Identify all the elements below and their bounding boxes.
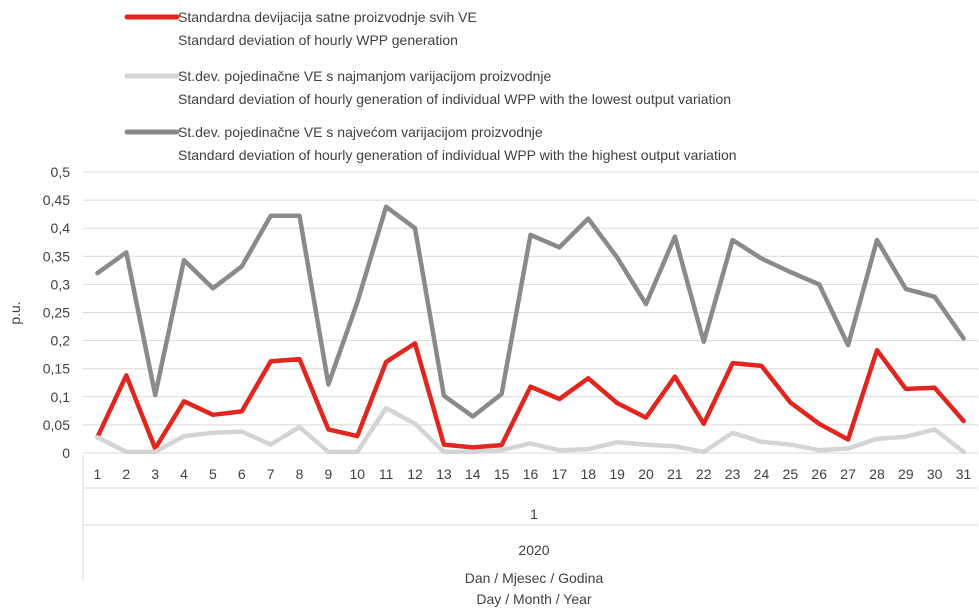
y-axis-ticks: 0 0,05 0,1 0,15 0,2 0,25 0,3 0,35 0,4 0,45 0,5 [43, 164, 70, 461]
x-axis-ticks: 1 2 3 4 5 6 7 8 9 10 11 12 13 14 15 16 17 18 19 20 21 22 23 24 2… [94, 466, 972, 482]
legend-label-all-wpp: Standardna devijacija satne proizvodnje … [178, 9, 477, 25]
x-tick-label: 6 [238, 466, 246, 482]
x-tick-label: 7 [267, 466, 275, 482]
x-axis-title: Dan / Mjesec / Godina [465, 570, 604, 586]
x-tick-label: 23 [725, 466, 741, 482]
legend-label-lowest-variation-en: Standard deviation of hourly generation … [178, 91, 731, 107]
x-tick-label: 10 [349, 466, 365, 482]
legend-item-lowest-variation: St.dev. pojedinačne VE s najmanjom varij… [124, 68, 731, 107]
x-tick-label: 5 [209, 466, 217, 482]
x-tick-label: 24 [754, 466, 770, 482]
series-line-1 [95, 405, 966, 455]
x-tick-label: 15 [494, 466, 510, 482]
series-line-0 [95, 341, 966, 451]
legend-label-all-wpp-en: Standard deviation of hourly WPP generat… [178, 32, 458, 48]
y-tick-label: 0,4 [51, 220, 71, 236]
y-tick-label: 0,05 [43, 417, 70, 433]
series-line-2 [95, 204, 966, 419]
y-tick-label: 0,3 [51, 276, 71, 292]
x-tick-label: 28 [869, 466, 885, 482]
x-tick-label: 18 [580, 466, 596, 482]
y-tick-label: 0,45 [43, 192, 70, 208]
series-lines [95, 204, 966, 455]
x-axis-hierarchy: 1 2020 Dan / Mjesec / Godina Day / Month… [82, 455, 978, 607]
x-axis-month-label: 1 [530, 506, 538, 522]
x-tick-label: 16 [523, 466, 539, 482]
x-tick-label: 9 [325, 466, 333, 482]
legend-label-highest-variation: St.dev. pojedinačne VE s najvećom varija… [178, 124, 543, 140]
x-tick-label: 22 [696, 466, 712, 482]
x-tick-label: 3 [151, 466, 159, 482]
y-tick-label: 0,5 [51, 164, 71, 180]
gridlines [83, 171, 978, 454]
x-tick-label: 13 [436, 466, 452, 482]
y-tick-label: 0,35 [43, 248, 70, 264]
x-tick-label: 4 [180, 466, 188, 482]
x-tick-label: 17 [552, 466, 568, 482]
x-tick-label: 12 [407, 466, 423, 482]
x-tick-label: 30 [927, 466, 943, 482]
y-tick-label: 0,2 [51, 333, 71, 349]
y-tick-label: 0,25 [43, 305, 70, 321]
x-tick-label: 2 [122, 466, 130, 482]
x-tick-label: 14 [465, 466, 481, 482]
x-axis-title-en: Day / Month / Year [476, 591, 592, 607]
x-axis-year-label: 2020 [518, 542, 549, 558]
y-tick-label: 0,15 [43, 361, 70, 377]
legend-label-highest-variation-en: Standard deviation of hourly generation … [178, 147, 737, 163]
x-tick-label: 26 [811, 466, 827, 482]
x-tick-label: 31 [956, 466, 972, 482]
legend-label-lowest-variation: St.dev. pojedinačne VE s najmanjom varij… [178, 68, 551, 84]
y-tick-label: 0 [62, 445, 70, 461]
y-tick-label: 0,1 [51, 389, 71, 405]
x-tick-label: 21 [667, 466, 683, 482]
legend-item-all-wpp: Standardna devijacija satne proizvodnje … [124, 9, 477, 48]
y-axis-label: p.u. [7, 301, 23, 324]
legend: Standardna devijacija satne proizvodnje … [124, 9, 737, 163]
legend-item-highest-variation: St.dev. pojedinačne VE s najvećom varija… [124, 124, 737, 163]
x-tick-label: 19 [609, 466, 625, 482]
x-tick-label: 29 [898, 466, 914, 482]
x-tick-label: 20 [638, 466, 654, 482]
x-tick-label: 8 [296, 466, 304, 482]
x-tick-label: 27 [840, 466, 856, 482]
x-tick-label: 1 [94, 466, 102, 482]
x-tick-label: 11 [379, 466, 394, 482]
x-tick-label: 25 [783, 466, 799, 482]
